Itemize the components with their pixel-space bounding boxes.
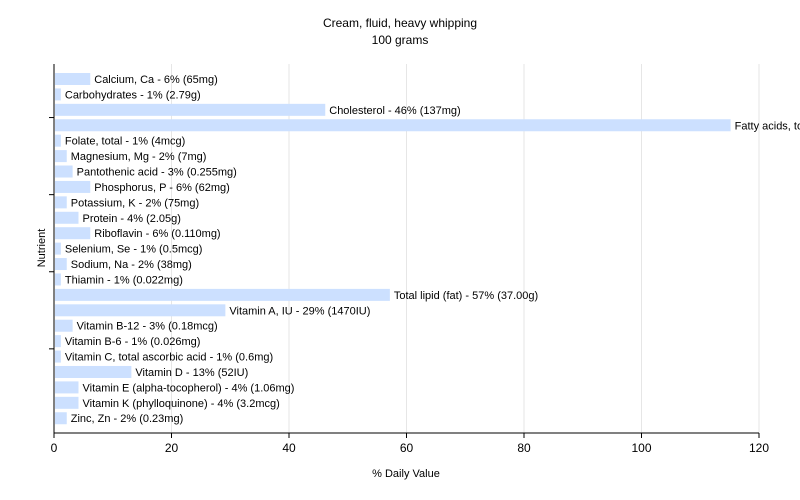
bar-22 — [55, 412, 67, 425]
bar-label-0: Calcium, Ca - 6% (65mg) — [94, 74, 217, 86]
axes — [49, 64, 760, 438]
bar-label-17: Vitamin B-6 - 1% (0.026mg) — [65, 336, 201, 348]
x-tick-label-3: 60 — [400, 441, 414, 455]
bar-label-5: Magnesium, Mg - 2% (7mg) — [71, 151, 207, 163]
bar-5 — [55, 150, 67, 163]
bar-label-1: Carbohydrates - 1% (2.79g) — [65, 89, 201, 101]
bar-0 — [55, 73, 91, 85]
chart-subtitle: 100 grams — [372, 33, 429, 47]
bar-label-22: Zinc, Zn - 2% (0.23mg) — [71, 413, 183, 425]
bar-10 — [55, 227, 91, 240]
bar-label-4: Folate, total - 1% (4mcg) — [65, 136, 185, 148]
bar-label-6: Pantothenic acid - 3% (0.255mg) — [77, 167, 237, 179]
bar-label-15: Vitamin A, IU - 29% (1470IU) — [229, 305, 370, 317]
bars — [55, 73, 731, 425]
x-tick-label-5: 100 — [631, 441, 651, 455]
bar-18 — [55, 350, 61, 363]
bar-label-21: Vitamin K (phylloquinone) - 4% (3.2mcg) — [83, 398, 280, 410]
bar-20 — [55, 381, 79, 394]
x-tick-label-2: 40 — [282, 441, 296, 455]
x-tick-label-4: 80 — [517, 441, 531, 455]
bar-4 — [55, 134, 61, 147]
bar-11 — [55, 242, 61, 255]
bar-label-2: Cholesterol - 46% (137mg) — [329, 105, 460, 117]
bar-label-3: Fatty acids, total saturated - 115% (23.… — [735, 120, 800, 132]
bar-label-16: Vitamin B-12 - 3% (0.18mcg) — [77, 321, 218, 333]
bar-13 — [55, 273, 61, 286]
bar-14 — [55, 288, 390, 301]
bar-label-13: Thiamin - 1% (0.022mg) — [65, 274, 183, 286]
bar-1 — [55, 88, 61, 101]
bar-label-10: Riboflavin - 6% (0.110mg) — [94, 228, 220, 240]
bar-12 — [55, 258, 67, 271]
bar-8 — [55, 196, 67, 209]
bar-label-20: Vitamin E (alpha-tocopherol) - 4% (1.06m… — [83, 382, 295, 394]
bar-15 — [55, 304, 226, 317]
x-tick-label-6: 120 — [749, 441, 769, 455]
y-axis-label: Nutrient — [36, 229, 48, 268]
bar-label-11: Selenium, Se - 1% (0.5mcg) — [65, 244, 203, 256]
bar-label-12: Sodium, Na - 2% (38mg) — [71, 259, 192, 271]
bar-label-8: Potassium, K - 2% (75mg) — [71, 197, 199, 209]
x-tick-labels: 0 20 40 60 80 100 120 — [51, 441, 770, 455]
bar-labels: Calcium, Ca - 6% (65mg) Carbohydrates - 1… — [65, 74, 800, 425]
bar-label-19: Vitamin D - 13% (52IU) — [135, 367, 248, 379]
bar-label-9: Protein - 4% (2.05g) — [83, 213, 181, 225]
bar-7 — [55, 180, 91, 193]
x-tick-label-1: 20 — [165, 441, 179, 455]
bar-label-7: Phosphorus, P - 6% (62mg) — [94, 182, 230, 194]
x-tick-label-0: 0 — [51, 441, 58, 455]
bar-label-14: Total lipid (fat) - 57% (37.00g) — [394, 290, 538, 302]
bar-19 — [55, 365, 132, 378]
bar-17 — [55, 335, 61, 348]
bar-label-18: Vitamin C, total ascorbic acid - 1% (0.6… — [65, 352, 273, 364]
x-axis-label: % Daily Value — [372, 468, 440, 480]
chart-title: Cream, fluid, heavy whipping — [323, 16, 477, 30]
bar-2 — [55, 103, 326, 116]
bar-9 — [55, 211, 79, 224]
bar-16 — [55, 319, 73, 332]
bar-3 — [55, 119, 731, 132]
bar-6 — [55, 165, 73, 178]
bar-21 — [55, 396, 79, 409]
